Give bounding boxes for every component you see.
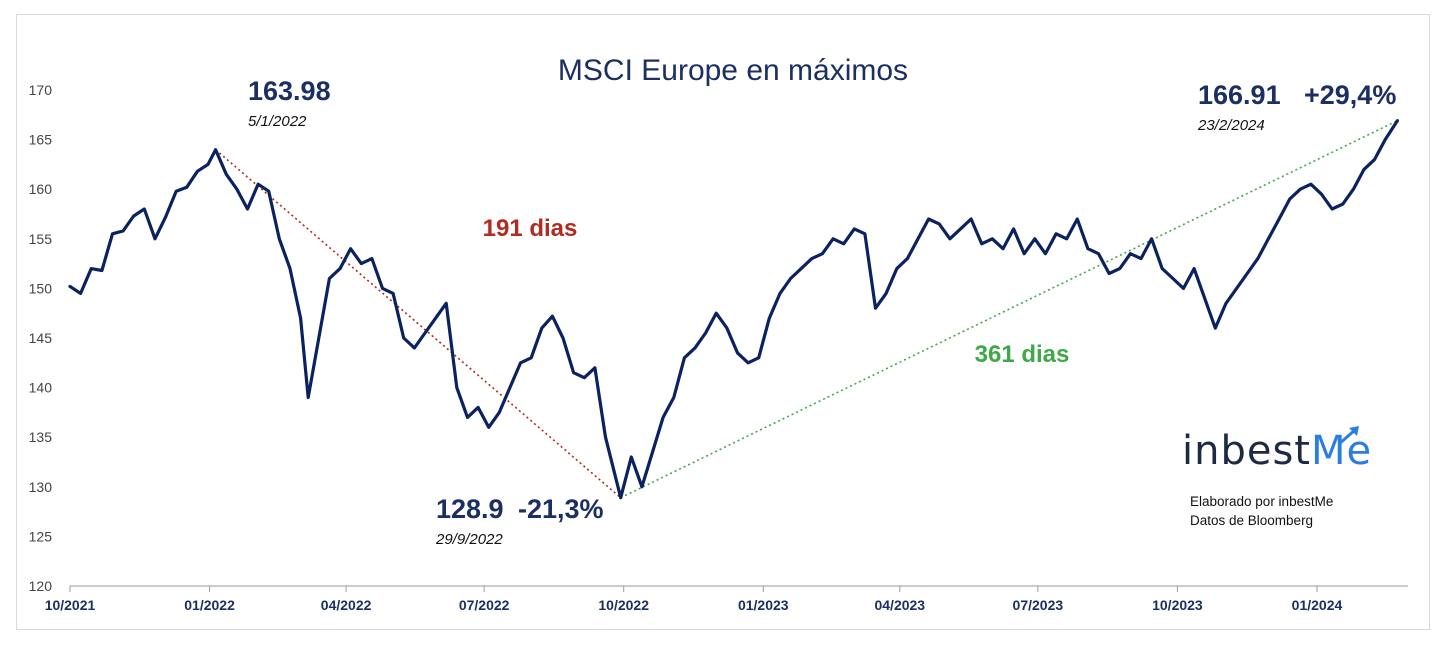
x-tick-label: 10/2022	[598, 597, 649, 613]
credits: Elaborado por inbestMe Datos de Bloomber…	[1190, 492, 1333, 530]
logo-text-inbest: inbest	[1182, 428, 1311, 474]
y-tick-label: 155	[29, 231, 53, 247]
x-tick-label: 04/2023	[874, 597, 925, 613]
arrow-up-icon	[1338, 426, 1359, 446]
x-tick-label: 10/2023	[1152, 597, 1203, 613]
trend-line	[215, 149, 622, 499]
series-line	[68, 119, 1399, 500]
annotation-date: 29/9/2022	[435, 531, 503, 548]
logo-text-me: Me	[1311, 428, 1373, 474]
x-tick-label: 01/2022	[184, 597, 235, 613]
x-tick-label: 01/2023	[738, 597, 789, 613]
trend-label: 191 dias	[483, 215, 578, 242]
chart-title: MSCI Europe en máximos	[558, 54, 908, 87]
inbestme-logo: inbestMe	[1182, 426, 1373, 474]
y-tick-label: 130	[29, 479, 53, 495]
series-layer	[68, 119, 1399, 500]
y-tick-label: 165	[29, 132, 53, 148]
x-tick-label: 07/2023	[1013, 597, 1064, 613]
x-tick-label: 04/2022	[321, 597, 372, 613]
credit-line-1: Elaborado por inbestMe	[1190, 494, 1334, 509]
y-tick-label: 125	[29, 528, 53, 544]
annotation-date: 5/1/2022	[248, 113, 307, 130]
x-tick-label: 01/2024	[1292, 597, 1343, 613]
annotation-date: 23/2/2024	[1197, 117, 1265, 134]
y-tick-label: 135	[29, 429, 53, 445]
y-tick-label: 140	[29, 380, 53, 396]
chart-frame	[16, 14, 1430, 630]
x-axis: 10/2021 01/2022 04/2022 07/2022 10/2022 01/20…	[45, 585, 1408, 613]
annotation-change: -21,3%	[518, 494, 604, 524]
y-tick-label: 150	[29, 280, 53, 296]
annotation-value: 166.91	[1198, 80, 1281, 110]
annotation-layer: 163.98 5/1/2022 128.9 -21,3% 29/9/2022 166.91…	[248, 76, 1396, 548]
trend-label: 361 dias	[975, 341, 1070, 368]
y-tick-label: 160	[29, 181, 53, 197]
annotation-change: +29,4%	[1304, 80, 1396, 110]
annotation-value: 163.98	[248, 76, 331, 106]
x-tick-label: 10/2021	[45, 597, 96, 613]
x-tick-label: 07/2022	[459, 597, 510, 613]
y-tick-label: 145	[29, 330, 53, 346]
annotation-value: 128.9	[436, 494, 504, 524]
credit-line-2: Datos de Bloomberg	[1190, 513, 1314, 528]
trend-lines: 191 dias 361 dias	[215, 119, 1398, 499]
y-axis: 120 125 130 135 140 145 150 155 160 165 170	[29, 82, 53, 594]
y-tick-label: 120	[29, 578, 53, 594]
trend-line	[620, 119, 1398, 499]
y-tick-label: 170	[29, 82, 53, 98]
